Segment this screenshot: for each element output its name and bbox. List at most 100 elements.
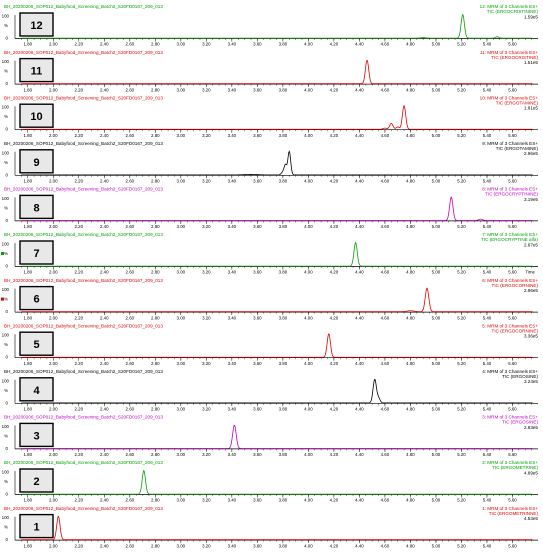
panel-4-x-tick-label: 4.80 [406,407,415,412]
panel-9-x-tick-label: 5.20 [457,179,466,184]
panel-6-x-tick-label: 4.20 [330,315,339,320]
panel-10-x-tick-label: 4.40 [355,133,364,138]
panel-1-x-tick-label: 5.60 [508,543,517,548]
panel-10-ytick-0: 0 [6,127,9,132]
panel-6-x-tick-label: 2.40 [100,315,109,320]
panel-10-ytick-100: 100 [2,105,10,110]
panel-1-compound-label: TIC (ERGOMETRINNE) [489,511,539,516]
panel-7-x-tick-label: 4.20 [330,270,339,275]
panel-9-x-tick-label: 3.20 [202,179,211,184]
panel-4-x-tick-label: 5.40 [483,407,492,412]
panel-6-x-tick-label: 5.40 [483,315,492,320]
panel-2-x-tick-label: 4.20 [330,498,339,503]
panel-12-x-tick-label: 5.60 [508,42,517,47]
panel-12-number-box [19,12,54,37]
panel-8-x-tick-label: 4.00 [304,224,313,229]
panel-6-x-tick-label: 2.60 [126,315,135,320]
panel-7-x-tick-label: 4.60 [381,270,390,275]
panel-12-trace-line [21,13,533,39]
panel-12-x-tick-label: 4.20 [330,42,339,47]
panel-5-ytick-100: 100 [2,333,10,338]
panel-6-number-label: 6 [33,294,39,306]
panel-2-x-tick-label: 4.80 [406,498,415,503]
panel-2-x-tick-label: 3.20 [202,498,211,503]
panel-3-x-tick-label: 4.40 [355,452,364,457]
panel-6-intensity-label: 2.96e5 [524,288,538,293]
panel-12-intensity-label: 1.59e5 [524,14,538,19]
panel-2-file-label: BH_20200206_SOP012_Babyfood_Screening_Ba… [4,460,163,465]
panel-4-x-tick-label: 2.40 [100,407,109,412]
panel-3-compound-label: TIC (ERGOSINE) [502,420,538,425]
panel-12-x-tick-label: 5.00 [432,42,441,47]
panel-2-x-tick-label: 3.00 [177,498,186,503]
panel-3-x-tick-label: 5.00 [432,452,441,457]
panel-6-x-tick-label: 2.00 [49,315,58,320]
panel-9-x-tick-label: 4.20 [330,179,339,184]
panel-11-x-tick-label: 4.60 [381,87,390,92]
panel-9-trace-line [21,150,533,176]
panel-3-number-label: 3 [33,430,39,442]
panel-3-x-tick-label: 3.80 [279,452,288,457]
panel-8-number-label: 8 [33,202,39,214]
panel-3-x-tick-label: 2.00 [49,452,58,457]
panel-1-x-tick-label: 4.40 [355,543,364,548]
panel-10-intensity-label: 1.61e5 [524,106,538,111]
panel-6-x-tick-label: 4.40 [355,315,364,320]
panel-1-x-tick-label: 2.80 [151,543,160,548]
panel-2-x-tick-label: 2.80 [151,498,160,503]
panel-5-x-tick-label: 2.60 [126,361,135,366]
panel-5-ytick-percent: % [4,342,8,347]
panel-7-x-tick-label: 2.60 [126,270,135,275]
panel-1-x-tick-label: 5.20 [457,543,466,548]
panel-3-ytick-100: 100 [2,424,10,429]
panel-11-x-tick-label: 5.60 [508,87,517,92]
panel-10-x-tick-label: 2.40 [100,133,109,138]
panel-10-x-tick-label: 3.40 [228,133,237,138]
panel-7-x-tick-label: 3.80 [279,270,288,275]
panel-9-x-tick-label: 3.60 [253,179,262,184]
panel-5-x-tick-label: 3.40 [228,361,237,366]
panel-5-x-tick-label: 5.20 [457,361,466,366]
panel-12-number-label: 12 [30,20,42,32]
panel-4-x-tick-label: 2.80 [151,407,160,412]
panel-7-x-tick-label: 3.20 [202,270,211,275]
panel-5-x-tick-label: 2.40 [100,361,109,366]
panel-8-intensity-label: 3.19e5 [524,197,538,202]
panel-7-x-tick-label: 2.80 [151,270,160,275]
panel-10-x-tick-label: 4.00 [304,133,313,138]
panel-12-file-label: BH_20200206_SOP012_Babyfood_Screening_Ba… [4,4,163,9]
panel-1-channel-label: 1: MRM of 3 Channels ES+ [482,506,538,511]
panel-9-ytick-percent: % [4,160,8,165]
panel-10-x-tick-label: 4.80 [406,133,415,138]
panel-8-channel-label: 8: MRM of 3 Channels ES+ [482,187,538,192]
panel-1-number-box [19,513,54,539]
panel-11-x-tick-label: 3.80 [279,87,288,92]
panel-5-file-label: BH_20200206_SOP012_Babyfood_Screening_Ba… [4,323,163,328]
panel-12-x-tick-label: 3.80 [279,42,288,47]
panel-8-x-tick-label: 3.60 [253,224,262,229]
panel-11-x-tick-label: 4.80 [406,87,415,92]
panel-10-x-tick-label: 4.60 [381,133,390,138]
panel-6-file-label: BH_20200206_SOP012_Babyfood_Screening_Ba… [4,278,163,283]
panel-12-x-tick-label: 5.20 [457,42,466,47]
panel-4-x-tick-label: 3.80 [279,407,288,412]
panel-1-x-tick-label: 4.00 [304,543,313,548]
panel-8-x-tick-label: 2.00 [49,224,58,229]
panel-2-ytick-100: 100 [2,470,10,475]
panel-1-ytick-percent: % [4,525,8,530]
panel-7-file-label: BH_20200206_SOP012_Babyfood_Screening_Ba… [4,232,163,237]
panel-1-number-label: 1 [33,522,39,534]
panel-11-number-label: 11 [31,66,43,78]
panel-9-x-tick-label: 2.80 [151,179,160,184]
panel-4-x-tick-label: 5.20 [457,407,466,412]
panel-11-x-tick-label: 1.80 [23,87,32,92]
panel-8-x-tick-label: 3.00 [177,224,186,229]
panel-5-x-tick-label: 4.20 [330,361,339,366]
panel-4-number-box [19,377,54,402]
panel-3-x-tick-label: 2.60 [126,452,135,457]
panel-6-ytick-percent: % [4,297,8,302]
panel-8-compound-label: TIC (ERGOCRYPTININE) [485,192,538,197]
panel-3-x-tick-label: 3.00 [177,452,186,457]
panel-4-x-tick-label: 3.60 [253,407,262,412]
